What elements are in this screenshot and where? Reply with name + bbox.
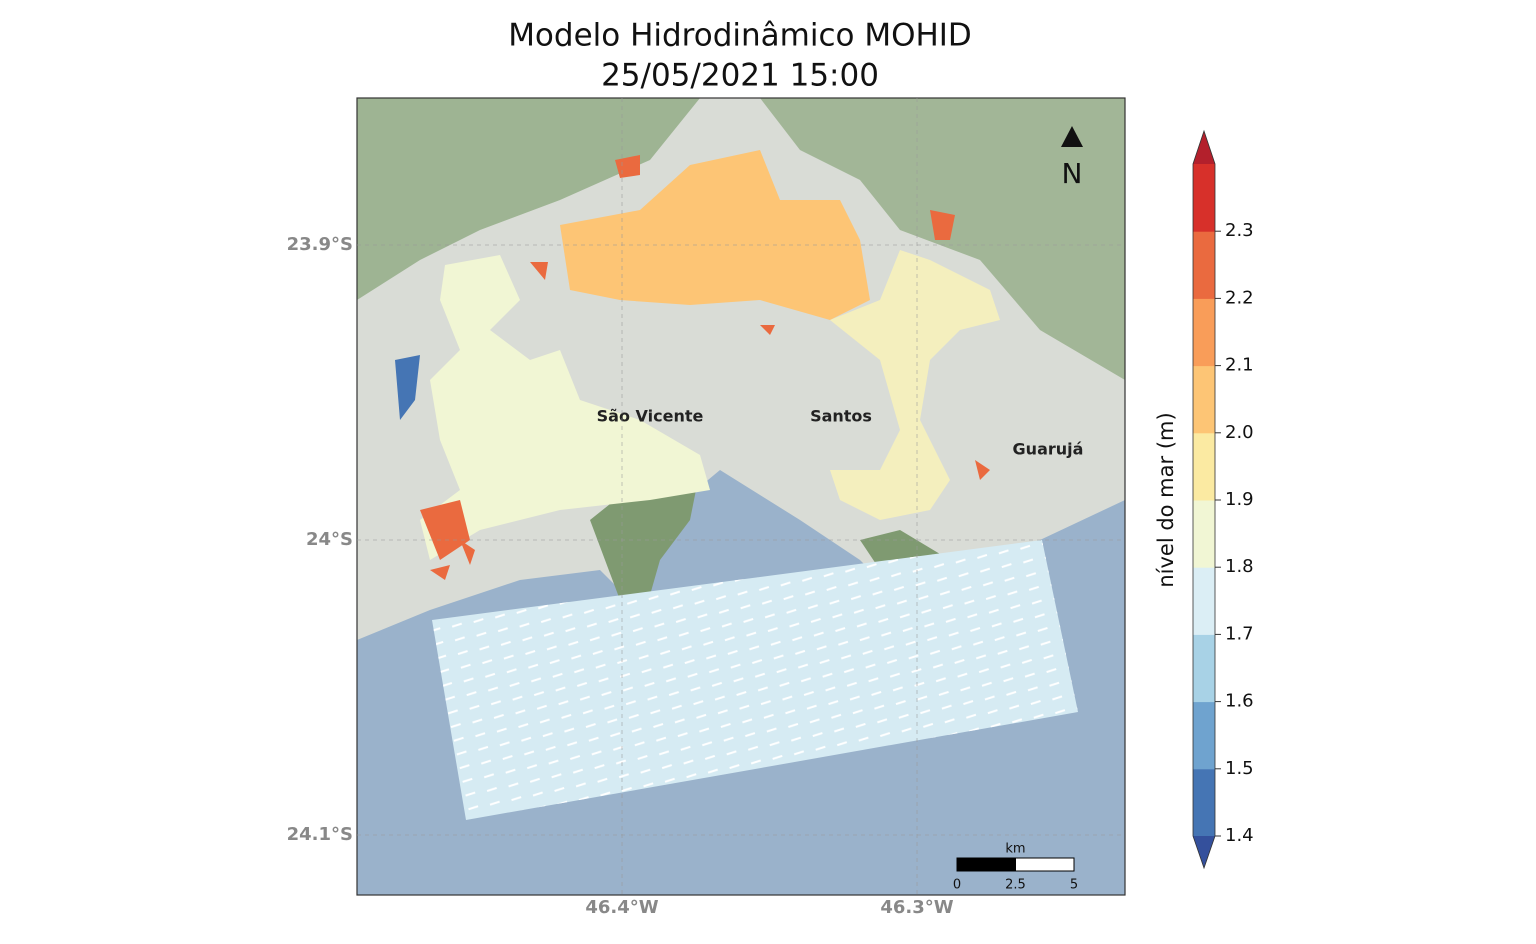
scale-label: 2.5	[1005, 878, 1026, 893]
place-label: Guarujá	[1013, 440, 1084, 459]
lat-tick-label: 24.1°S	[287, 824, 353, 845]
colorbar-tick-label: 1.6	[1225, 691, 1254, 712]
colorbar-band	[1193, 432, 1215, 501]
scale-segment	[956, 857, 1016, 872]
lon-tick-label: 46.4°W	[585, 897, 658, 918]
colorbar-tick-label: 1.7	[1225, 623, 1254, 644]
colorbar-band	[1193, 231, 1215, 299]
colorbar-tick-label: 2.3	[1225, 220, 1254, 241]
map	[357, 98, 1125, 895]
relief	[357, 98, 700, 300]
colorbar-label: nível do mar (m)	[1154, 412, 1178, 587]
north-label: N	[1062, 157, 1083, 190]
lat-tick-label: 24°S	[306, 529, 353, 550]
colorbar-extend-under	[1193, 836, 1215, 868]
colorbar-tick-label: 1.5	[1225, 758, 1254, 779]
colorbar-extend-over	[1193, 131, 1215, 164]
relief	[590, 470, 700, 630]
flood-area	[560, 150, 870, 320]
flood-area	[395, 355, 420, 420]
north-arrow	[1061, 126, 1083, 147]
title-line: 25/05/2021 15:00	[601, 58, 879, 94]
colorbar-band	[1193, 701, 1215, 770]
colorbar-tick-label: 2.0	[1225, 422, 1254, 443]
colorbar-tick-label: 2.2	[1225, 287, 1254, 308]
lat-tick-label: 23.9°S	[287, 234, 353, 255]
colorbar-tick-label: 1.9	[1225, 489, 1254, 510]
scale-label: 0	[953, 878, 961, 893]
flood-area	[420, 255, 710, 560]
colorbar-band	[1193, 298, 1215, 367]
map-frame	[356, 97, 1126, 896]
colorbar-outline	[1192, 129, 1216, 870]
flood-area	[830, 250, 1000, 520]
colorbar-band	[1193, 365, 1215, 434]
colorbar-band	[1193, 567, 1215, 635]
place-label: São Vicente	[597, 407, 704, 426]
title-line: Modelo Hidrodinâmico MOHID	[508, 18, 972, 54]
scale-segment	[1015, 857, 1075, 872]
colorbar-band	[1193, 634, 1215, 703]
current-vectors	[432, 540, 1078, 820]
colorbar-tick-label: 1.8	[1225, 556, 1254, 577]
colorbar-band	[1193, 164, 1215, 232]
lon-tick-label: 46.3°W	[880, 897, 953, 918]
scale-unit: km	[1005, 842, 1025, 857]
place-label: Santos	[810, 407, 872, 426]
colorbar-band	[1193, 500, 1215, 568]
colorbar-band	[1193, 768, 1215, 837]
scale-label: 5	[1070, 878, 1078, 893]
colorbar-tick-label: 2.1	[1225, 355, 1254, 376]
colorbar-tick-label: 1.4	[1225, 825, 1254, 846]
